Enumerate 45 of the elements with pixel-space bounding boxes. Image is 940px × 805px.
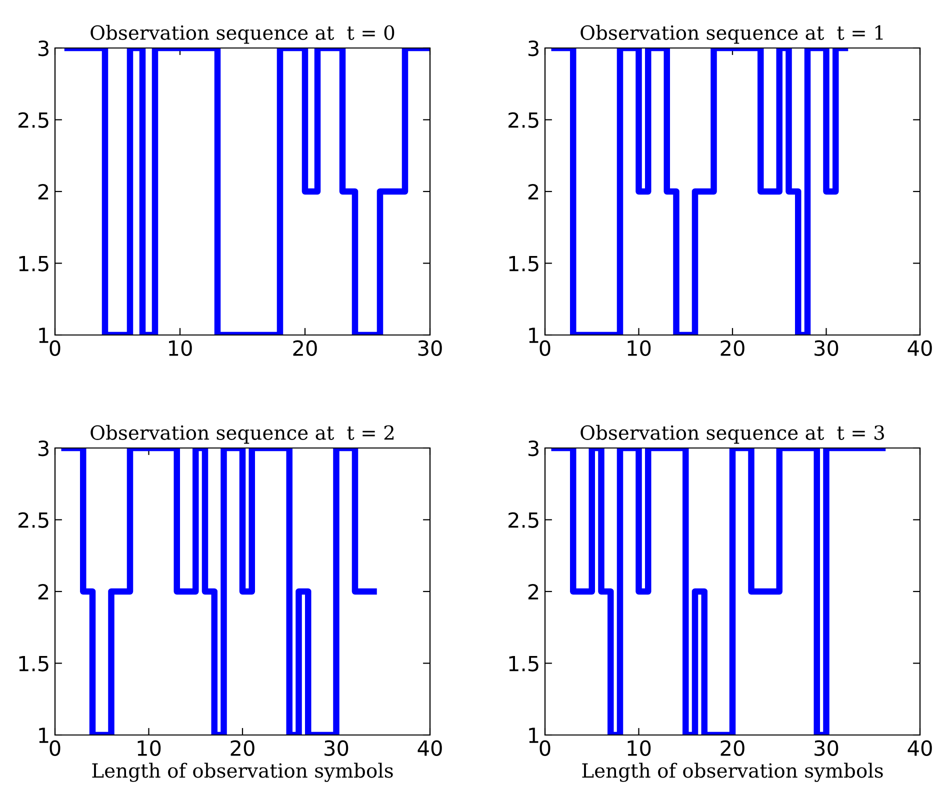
y-tick-label: 1.5 bbox=[19, 656, 48, 672]
x-tick-label: 40 bbox=[908, 340, 932, 356]
y-tick-label: 3 bbox=[38, 440, 48, 456]
y-tick-label: 1 bbox=[39, 328, 48, 343]
x-tick-label: 0 bbox=[540, 340, 550, 356]
y-tick-label: 2.5 bbox=[508, 512, 538, 528]
chart-title: Observation sequence at t = 1 bbox=[580, 24, 883, 44]
x-tick-label: 40 bbox=[418, 740, 442, 756]
y-tick-label: 3 bbox=[528, 440, 538, 456]
y-tick-label: 1.5 bbox=[509, 656, 538, 672]
x-tick-label: 20 bbox=[230, 740, 254, 756]
chart-title: Observation sequence at t = 3 bbox=[580, 424, 884, 444]
y-tick-label: 1.5 bbox=[19, 256, 48, 272]
x-tick-label: 10 bbox=[169, 340, 192, 356]
x-tick-label: 30 bbox=[814, 340, 838, 356]
x-tick-label: 30 bbox=[418, 340, 442, 356]
x-tick-label: 20 bbox=[293, 340, 317, 356]
x-tick-label: 10 bbox=[138, 740, 161, 756]
y-tick-label: 1 bbox=[529, 328, 538, 343]
x-tick-label: 20 bbox=[720, 340, 744, 356]
y-tick-label: 1.5 bbox=[509, 256, 538, 272]
y-tick-label: 2.5 bbox=[18, 512, 48, 528]
x-tick-label: 0 bbox=[540, 740, 550, 756]
x-tick-label: 30 bbox=[324, 740, 348, 756]
chart-title: Observation sequence at t = 2 bbox=[90, 424, 394, 444]
chart-title: Observation sequence at t = 0 bbox=[90, 24, 394, 44]
y-tick-label: 2 bbox=[528, 184, 538, 200]
y-tick-label: 1 bbox=[39, 728, 48, 743]
x-tick-label: 0 bbox=[50, 340, 60, 356]
x-tick-label: 0 bbox=[50, 740, 60, 756]
y-tick-label: 3 bbox=[528, 40, 538, 56]
y-tick-label: 3 bbox=[38, 40, 48, 56]
y-tick-label: 2.5 bbox=[508, 112, 538, 128]
y-tick-label: 2 bbox=[38, 184, 48, 200]
x-tick-label: 10 bbox=[628, 340, 651, 356]
x-tick-label: 30 bbox=[814, 740, 838, 756]
y-tick-label: 2.5 bbox=[18, 112, 48, 128]
x-axis-title: Length of observation symbols bbox=[92, 762, 393, 782]
x-axis-title: Length of observation symbols bbox=[582, 762, 883, 782]
x-tick-label: 20 bbox=[720, 740, 744, 756]
x-tick-label: 40 bbox=[908, 740, 932, 756]
y-tick-label: 1 bbox=[529, 728, 538, 743]
y-tick-label: 2 bbox=[38, 584, 48, 600]
x-tick-label: 10 bbox=[628, 740, 651, 756]
y-tick-label: 2 bbox=[528, 584, 538, 600]
